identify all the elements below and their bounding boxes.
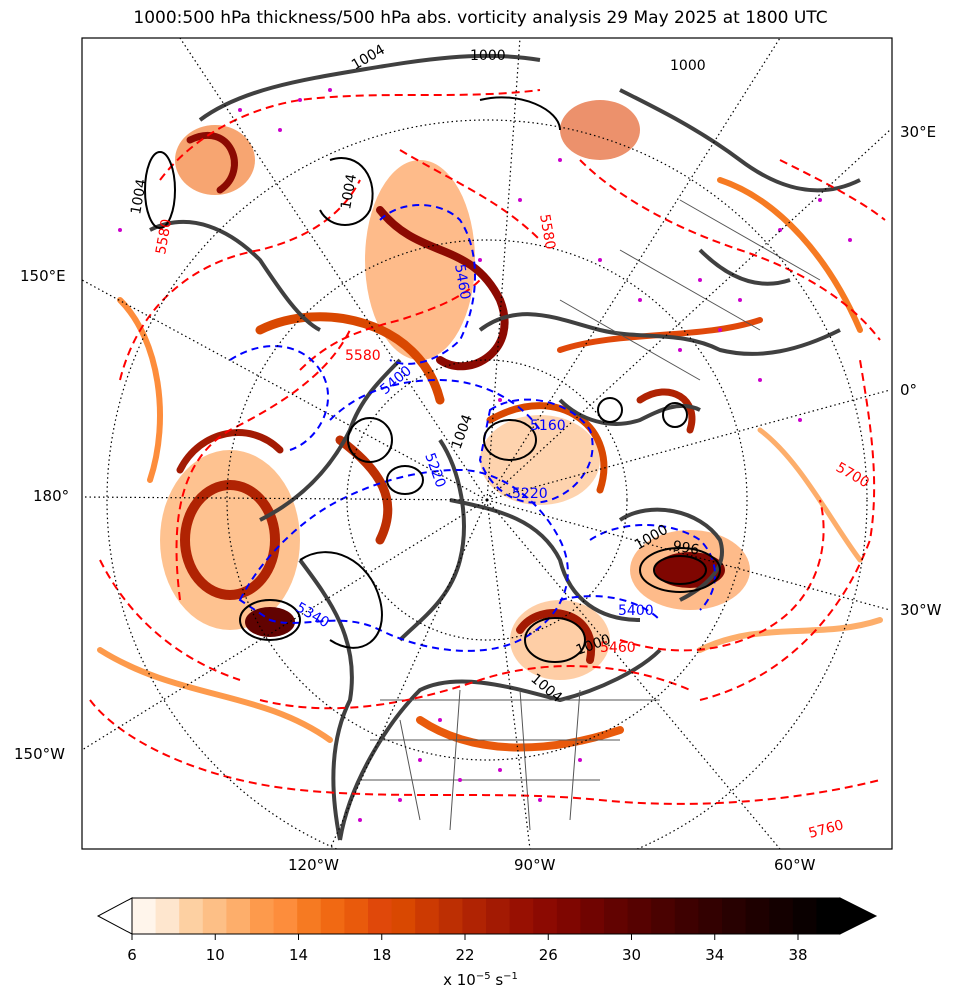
colorbar-cell <box>674 898 699 934</box>
thickness-label: 5580 <box>153 218 175 256</box>
colorbar-cell <box>132 898 157 934</box>
grid-label-30w: 30°W <box>900 601 942 619</box>
colorbar-min-extend <box>96 897 133 935</box>
colorbar-cell <box>509 898 534 934</box>
grid-label-60w: 60°W <box>774 856 816 874</box>
grid-label-0: 0° <box>900 381 918 399</box>
colorbar-cell <box>391 898 416 934</box>
colorbar-cell <box>462 898 487 934</box>
colorbar-cell <box>250 898 275 934</box>
colorbar-cell <box>179 898 204 934</box>
thickness-contours-warm <box>89 89 886 805</box>
colorbar-unit: x 10−5 s−1 <box>443 971 518 989</box>
colorbar-cell <box>415 898 440 934</box>
grid-label-150e: 150°E <box>20 267 66 285</box>
colorbar-cell <box>438 898 463 934</box>
grid-label-180: 180° <box>33 487 70 505</box>
map-frame <box>81 37 893 850</box>
colorbar-tick-label: 38 <box>788 946 808 964</box>
thickness-label: 5400 <box>618 603 654 619</box>
coastlines <box>149 53 861 841</box>
thickness-label: 5460 <box>451 263 473 301</box>
colorbar-tick-label: 10 <box>205 946 225 964</box>
colorbar-tick-label: 26 <box>538 946 558 964</box>
mslp-label: 1004 <box>338 173 360 211</box>
mslp-label: 1000 <box>670 58 706 74</box>
colorbar-cell <box>486 898 511 934</box>
colorbar-tick-label: 18 <box>372 946 392 964</box>
colorbar-cell <box>273 898 298 934</box>
colorbar-cell <box>368 898 393 934</box>
thickness-label: 5460 <box>600 640 636 656</box>
colorbar-cell <box>745 898 770 934</box>
colorbar-tick-label: 30 <box>621 946 642 964</box>
map-title: 1000:500 hPa thickness/500 hPa abs. vort… <box>133 8 828 28</box>
thickness-label: 5580 <box>345 348 381 364</box>
colorbar-tick-label: 14 <box>288 946 309 964</box>
colorbar-cell <box>651 898 676 934</box>
grid-label-30e: 30°E <box>900 123 937 141</box>
grid-label-120w: 120°W <box>288 856 339 874</box>
thickness-label: 5160 <box>530 418 566 434</box>
colorbar-cell <box>533 898 558 934</box>
colorbar-cell <box>320 898 345 934</box>
colorbar-cell <box>155 898 180 934</box>
mslp-contours <box>144 96 721 663</box>
colorbar-tick-marks <box>131 934 799 940</box>
colorbar-cell <box>297 898 322 934</box>
station-markers <box>118 88 852 822</box>
colorbar-cell <box>226 898 251 934</box>
colorbar-cell <box>604 898 629 934</box>
colorbar-cell <box>769 898 794 934</box>
colorbar-cell <box>816 898 841 934</box>
country-borders <box>360 199 821 831</box>
colorbar-tick-label: 22 <box>455 946 475 964</box>
colorbar-tick-label: 6 <box>127 946 137 964</box>
grid-label-150w: 150°W <box>14 745 65 763</box>
grid-label-90w: 90°W <box>514 856 556 874</box>
colorbar-cell <box>344 898 369 934</box>
thickness-label: 5220 <box>512 486 548 502</box>
colorbar-cell <box>580 898 605 934</box>
mslp-label: 996 <box>671 538 700 558</box>
colorbar-cell <box>627 898 652 934</box>
colorbar-cell <box>698 898 723 934</box>
colorbar-cell <box>792 898 817 934</box>
thickness-label: 5580 <box>536 213 558 251</box>
colorbar-tick-label: 34 <box>705 946 725 964</box>
colorbar-cell <box>556 898 581 934</box>
colorbar-outline <box>131 897 841 935</box>
colorbar-cell <box>202 898 227 934</box>
mslp-label: 1004 <box>128 178 150 216</box>
colorbar-cell <box>722 898 747 934</box>
colorbar-cells <box>132 898 841 934</box>
mslp-label: 1000 <box>470 48 506 64</box>
graticule <box>82 38 891 849</box>
colorbar-max-extend <box>839 897 878 935</box>
